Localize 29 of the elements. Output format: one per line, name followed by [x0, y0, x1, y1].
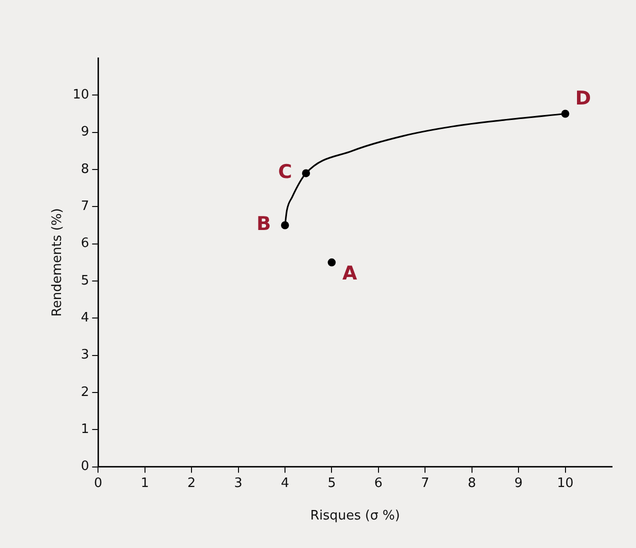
annotation: C	[278, 161, 292, 184]
y-tick-label: 6	[80, 236, 90, 252]
x-tick-label: 8	[468, 476, 476, 491]
annotation: B	[256, 213, 271, 236]
x-tick-label: 2	[187, 476, 196, 491]
y-tick-label: 4	[80, 310, 90, 326]
x-tick-label: 6	[374, 476, 383, 491]
y-tick-label: 9	[80, 124, 90, 140]
x-tick-label: 10	[557, 476, 574, 491]
x-tick-label: 9	[514, 476, 523, 491]
annotation: D	[575, 88, 592, 110]
y-tick-label: 3	[80, 348, 90, 363]
x-tick-label: 3	[234, 476, 242, 491]
x-axis-title: Risques (σ %)	[310, 508, 400, 524]
y-tick-label: 7	[80, 199, 90, 214]
point	[328, 258, 336, 266]
y-axis-title: Rendements (%)	[50, 208, 66, 317]
y-tick-label: 10	[72, 88, 90, 103]
y-tick-label: 8	[80, 162, 90, 177]
annotation: A	[342, 262, 358, 284]
x-tick-label: 5	[328, 476, 336, 491]
y-tick-label: 2	[80, 384, 90, 400]
x-tick-label: 1	[140, 476, 149, 491]
x-tick-label: 7	[421, 476, 430, 491]
x-tick-label: 4	[280, 476, 290, 491]
y-tick-label: 0	[80, 459, 90, 474]
y-tick-label: 1	[80, 422, 90, 438]
x-tick-label: 0	[94, 476, 102, 491]
y-tick-label: 5	[80, 273, 90, 288]
